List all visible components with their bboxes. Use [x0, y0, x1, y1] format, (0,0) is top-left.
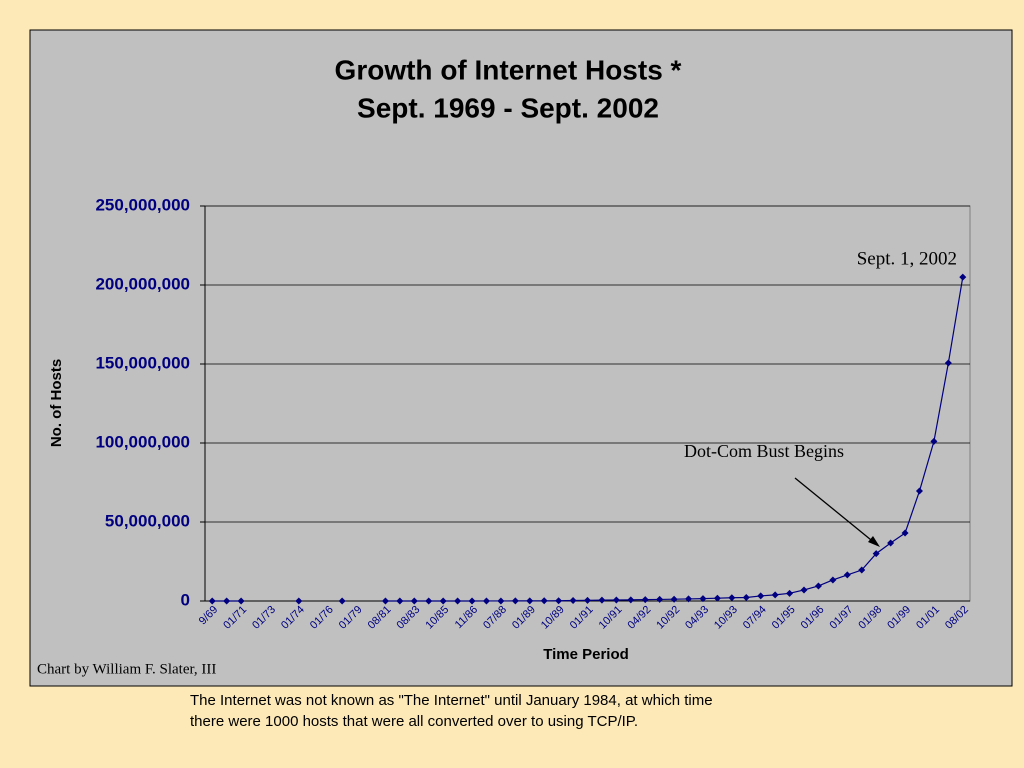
point — [410, 597, 418, 605]
point — [656, 595, 664, 603]
point — [223, 597, 231, 605]
point — [829, 576, 837, 584]
y-tick-label: 250,000,000 — [95, 195, 190, 214]
arrow-head — [868, 536, 880, 547]
credit: Chart by William F. Slater, III — [37, 661, 216, 677]
point — [786, 589, 794, 597]
point — [555, 597, 563, 605]
point — [425, 597, 433, 605]
point — [887, 539, 895, 547]
point — [930, 437, 938, 445]
point — [713, 594, 721, 602]
point — [381, 597, 389, 605]
footnote: The Internet was not known as "The Inter… — [190, 692, 713, 709]
y-tick-label: 50,000,000 — [105, 511, 190, 530]
point — [641, 596, 649, 604]
point — [685, 595, 693, 603]
point — [497, 597, 505, 605]
point — [338, 597, 346, 605]
point — [584, 596, 591, 604]
y-tick-label: 0 — [181, 590, 190, 609]
point — [872, 550, 880, 558]
footnote: there were 1000 hosts that were all conv… — [190, 713, 638, 730]
y-axis-label: No. of Hosts — [48, 359, 65, 447]
point — [699, 595, 707, 603]
point — [728, 594, 736, 602]
point — [814, 582, 822, 590]
point — [468, 597, 476, 605]
point — [843, 571, 851, 579]
chart-subtitle: Sept. 1969 - Sept. 2002 — [357, 92, 659, 123]
plot-area — [204, 205, 971, 602]
y-tick-label: 100,000,000 — [95, 432, 190, 451]
point — [396, 597, 404, 605]
point — [771, 591, 779, 599]
annotation: Dot-Com Bust Begins — [684, 441, 844, 461]
point — [511, 597, 519, 605]
point — [757, 592, 765, 600]
point — [858, 566, 866, 574]
point — [598, 596, 606, 604]
point — [670, 595, 678, 603]
point — [627, 596, 635, 604]
point — [540, 597, 548, 605]
point — [901, 529, 909, 537]
point — [800, 586, 808, 594]
annotation-arrow — [794, 477, 877, 545]
point — [439, 597, 447, 605]
point — [959, 273, 967, 281]
chart-title: Growth of Internet Hosts * — [335, 54, 682, 85]
point — [454, 597, 462, 605]
y-tick-label: 200,000,000 — [95, 274, 190, 293]
annotation: Sept. 1, 2002 — [857, 248, 957, 269]
point — [742, 593, 750, 601]
point — [208, 597, 216, 605]
point — [482, 597, 490, 605]
point — [295, 597, 303, 605]
point — [569, 597, 577, 605]
point — [612, 596, 620, 604]
y-tick-label: 150,000,000 — [95, 353, 190, 372]
point — [915, 487, 923, 495]
point — [944, 359, 952, 367]
point — [526, 597, 534, 605]
x-axis-label: Time Period — [543, 646, 629, 663]
point — [237, 597, 245, 605]
